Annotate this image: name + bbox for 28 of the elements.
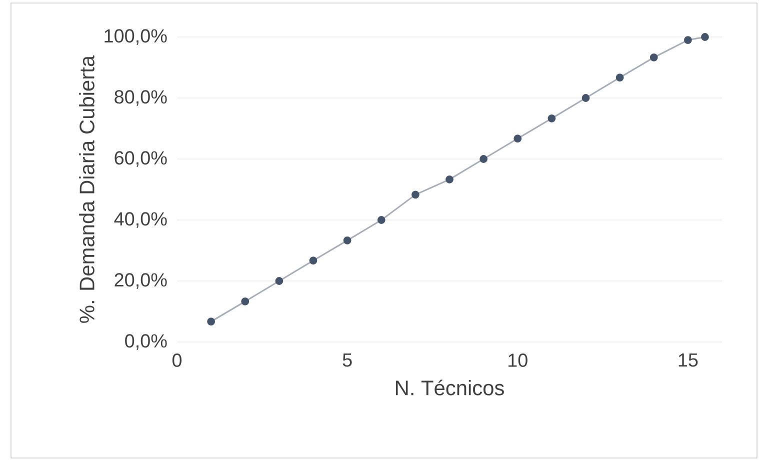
y-axis-title: %. Demanda Diaria Cubierta	[79, 55, 94, 323]
point	[684, 36, 692, 44]
y-tick-label: 80,0%	[114, 90, 167, 106]
point	[514, 134, 522, 143]
point	[650, 53, 658, 62]
point	[701, 33, 709, 41]
x-axis-title: N. Técnicos	[396, 380, 504, 396]
point	[343, 236, 352, 244]
x-tick-label: 5	[342, 354, 352, 367]
point	[480, 155, 488, 163]
x-tick-label: 10	[508, 354, 528, 367]
point	[411, 190, 420, 199]
point	[207, 318, 216, 326]
point	[241, 297, 250, 306]
point	[582, 94, 590, 102]
y-tick-label: 100,0%	[104, 29, 167, 45]
x-tick-label: 0	[172, 354, 182, 367]
y-tick-label: 20,0%	[114, 273, 167, 289]
y-tick-label: 0,0%	[125, 334, 167, 350]
x-tick-label: 15	[678, 354, 698, 367]
point	[548, 114, 556, 122]
point	[616, 74, 624, 82]
point	[275, 277, 284, 285]
point	[446, 175, 454, 184]
y-tick-label: 60,0%	[114, 151, 167, 167]
point	[309, 256, 318, 265]
y-tick-label: 40,0%	[114, 212, 167, 228]
point	[377, 216, 386, 224]
